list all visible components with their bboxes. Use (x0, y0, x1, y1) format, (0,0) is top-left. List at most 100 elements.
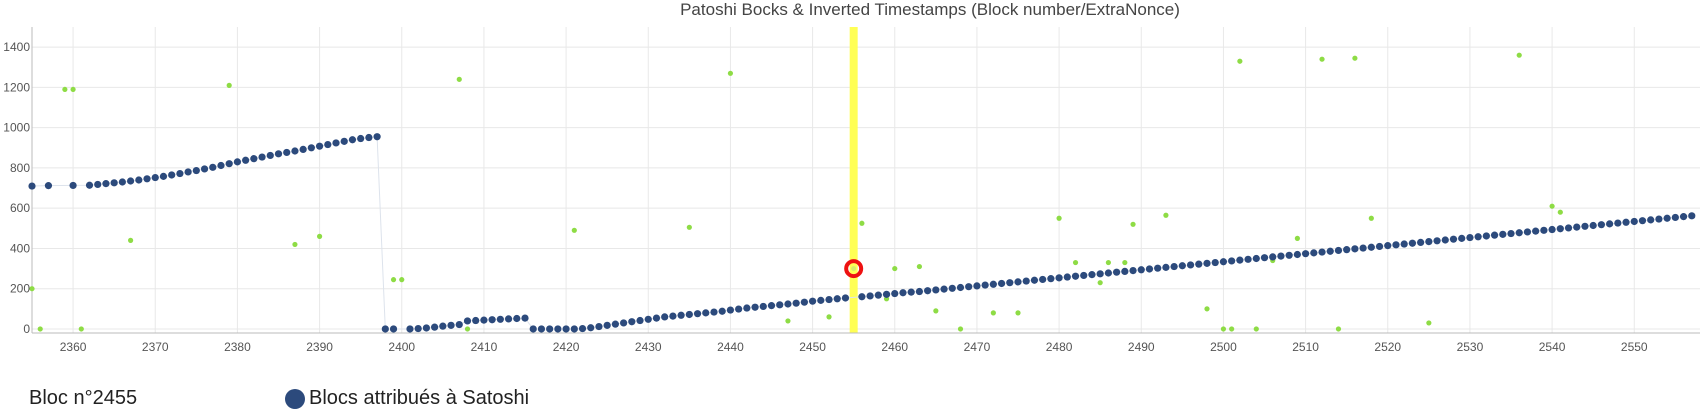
other-block-point (1015, 310, 1021, 316)
patoshi-block-point (365, 133, 373, 142)
patoshi-block-point (1630, 217, 1638, 226)
patoshi-block-point (1425, 238, 1433, 246)
patoshi-block-point (1622, 218, 1630, 226)
patoshi-block-point (825, 295, 833, 304)
x-tick-label: 2470 (964, 340, 991, 354)
y-tick-label: 1200 (3, 80, 30, 94)
y-tick-label: 400 (10, 241, 30, 255)
patoshi-block-point (233, 158, 242, 166)
patoshi-block-point (1186, 261, 1195, 269)
highlight-band (849, 27, 858, 333)
patoshi-block-point (620, 319, 628, 327)
patoshi-block-point (200, 165, 209, 173)
other-block-point (686, 224, 692, 230)
patoshi-block-point (422, 324, 431, 332)
patoshi-block-point (1441, 236, 1449, 244)
patoshi-block-point (1170, 262, 1178, 271)
patoshi-block-point (439, 322, 447, 330)
other-block-point (1237, 58, 1243, 64)
patoshi-block-point (357, 134, 365, 143)
patoshi-block-point (1606, 220, 1614, 228)
patoshi-block-point (652, 314, 661, 322)
patoshi-block-point (1071, 272, 1080, 280)
patoshi-block-point (258, 153, 266, 161)
patoshi-block-point (1400, 240, 1408, 248)
patoshi-block-point (1063, 273, 1071, 281)
y-tick-label: 1000 (3, 121, 30, 135)
x-tick-label: 2510 (1292, 340, 1319, 354)
patoshi-block-point (677, 311, 685, 319)
patoshi-block-point (1499, 230, 1507, 238)
patoshi-block-point (307, 144, 315, 152)
patoshi-block-point (1458, 234, 1466, 242)
selected-block-label: Bloc n°2455 (29, 387, 138, 409)
other-block-point (1352, 55, 1358, 61)
patoshi-block-point (956, 283, 965, 292)
other-block-point (37, 326, 43, 332)
other-block-point (1319, 56, 1325, 62)
patoshi-block-point (1121, 267, 1129, 275)
other-block-point (892, 265, 898, 272)
patoshi-block-point (1285, 251, 1293, 259)
x-tick-label: 2450 (799, 340, 826, 354)
x-tick-label: 2360 (60, 340, 87, 354)
patoshi-block-point (1614, 219, 1622, 227)
patoshi-block-point (924, 287, 932, 295)
patoshi-block-point (250, 155, 258, 163)
patoshi-block-point (1663, 214, 1671, 222)
x-tick-label: 2550 (1621, 340, 1648, 354)
patoshi-block-point (274, 150, 283, 158)
patoshi-block-point (1047, 275, 1055, 283)
patoshi-block-point (431, 323, 439, 331)
patoshi-block-point (973, 282, 981, 290)
patoshi-block-point (537, 325, 546, 333)
patoshi-block-point (291, 147, 299, 155)
legend[interactable]: Blocs attribués à Satoshi (285, 387, 529, 410)
patoshi-block-point (1080, 271, 1088, 280)
other-block-point (292, 241, 298, 248)
patoshi-block-point (463, 317, 472, 325)
other-block-point (571, 227, 577, 233)
other-block-point (1105, 259, 1111, 266)
patoshi-block-point (1597, 221, 1605, 229)
other-block-point (957, 326, 964, 332)
other-block-point (464, 326, 471, 332)
patoshi-block-point (1293, 250, 1301, 259)
patoshi-block-point (981, 281, 989, 289)
patoshi-block-point (315, 142, 324, 150)
patoshi-block-point (1055, 274, 1063, 282)
patoshi-block-point (209, 163, 217, 171)
patoshi-block-point (1236, 256, 1244, 264)
patoshi-block-point (192, 166, 200, 175)
patoshi-block-point (176, 169, 184, 178)
patoshi-block-point (85, 181, 94, 189)
other-block-point (990, 310, 996, 316)
other-block-point (128, 237, 134, 243)
patoshi-block-point (767, 302, 776, 310)
patoshi-block-point (324, 140, 332, 149)
patoshi-block-point (1178, 262, 1186, 270)
patoshi-block-point (1556, 225, 1564, 233)
patoshi-block-point (628, 318, 636, 326)
other-block-point (1229, 326, 1235, 332)
patoshi-block-point (496, 315, 504, 323)
other-block-point (1557, 209, 1563, 215)
patoshi-block-point (1392, 241, 1400, 249)
patoshi-block-point (636, 316, 644, 325)
patoshi-block-point (389, 325, 398, 333)
patoshi-block-point (1573, 223, 1581, 231)
patoshi-block-point (940, 285, 948, 293)
selected-marker-ring[interactable] (844, 259, 864, 279)
patoshi-block-point (513, 314, 521, 323)
patoshi-block-point (480, 316, 488, 324)
patoshi-block-point (1466, 233, 1474, 242)
selected-block-marker[interactable] (844, 259, 864, 279)
patoshi-block-point (554, 325, 562, 333)
patoshi-block-point (44, 182, 53, 190)
patoshi-block-point (1113, 268, 1121, 276)
other-block-point (916, 263, 923, 270)
patoshi-block-point (899, 289, 907, 297)
x-tick-label: 2440 (717, 340, 744, 354)
patoshi-block-point (702, 309, 710, 317)
patoshi-block-point (965, 283, 973, 291)
